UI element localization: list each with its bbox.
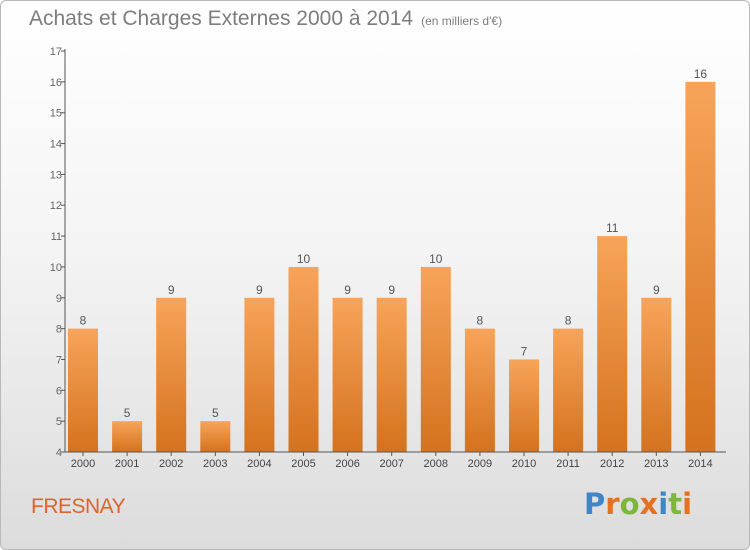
y-tick-label: 6 (56, 385, 62, 397)
y-tick-label: 14 (50, 139, 62, 151)
bar (200, 421, 231, 452)
commune-name: FRESNAY (31, 495, 126, 518)
bar-value-label: 9 (388, 283, 395, 297)
bar-value-label: 16 (694, 67, 708, 81)
bar-value-label: 5 (212, 406, 219, 420)
x-tick-label: 2011 (556, 458, 580, 470)
x-tick-label: 2010 (512, 458, 536, 470)
chart-unit: (en milliers d'€) (421, 14, 503, 28)
bar-value-label: 11 (606, 221, 619, 235)
y-tick-label: 7 (56, 354, 62, 366)
bar-value-label: 9 (653, 283, 660, 297)
x-tick-label: 2012 (600, 458, 624, 470)
y-tick-label: 4 (56, 447, 62, 459)
bar (420, 266, 451, 452)
y-tick-label: 10 (50, 262, 62, 274)
y-tick-label: 9 (56, 293, 62, 305)
bar (685, 81, 716, 452)
bar (288, 266, 319, 452)
bars: 8 5 9 5 9 10 9 9 10 8 7 8 11 9 16 (68, 67, 716, 452)
x-tick-label: 2000 (71, 458, 95, 470)
bar-value-label: 9 (344, 283, 351, 297)
chart-title-text: Achats et Charges Externes 2000 à 2014 (29, 7, 414, 30)
y-tick-label: 17 (50, 46, 62, 58)
x-tick-label: 2004 (247, 458, 271, 470)
bar (156, 297, 187, 452)
bar-value-label: 8 (80, 314, 87, 328)
x-tick-label: 2009 (468, 458, 492, 470)
bar-value-label: 7 (521, 344, 528, 358)
bar (112, 421, 143, 452)
x-axis: 2000 2001 2002 2003 2004 2005 2006 2007 2008 2009… (65, 451, 726, 470)
bar (464, 328, 495, 452)
y-tick-label: 5 (56, 416, 62, 428)
proxiti-logo: Proxiti (584, 487, 693, 521)
y-tick-label: 16 (50, 77, 62, 89)
bar (641, 297, 672, 452)
y-tick-label: 13 (50, 169, 62, 181)
bar (597, 236, 628, 452)
y-tick-label: 8 (56, 324, 62, 336)
bar (509, 359, 539, 452)
x-tick-label: 2001 (115, 458, 139, 470)
bar-value-label: 8 (477, 314, 484, 328)
x-tick-label: 2006 (335, 458, 359, 470)
bar-value-label: 9 (168, 283, 175, 297)
bar-value-label: 8 (565, 314, 572, 328)
x-tick-label: 2008 (424, 458, 448, 470)
x-tick-label: 2007 (379, 458, 403, 470)
chart-title: Achats et Charges Externes 2000 à 2014 (e… (29, 7, 502, 31)
bar (376, 297, 407, 452)
x-tick-label: 2005 (291, 458, 315, 470)
bar (553, 328, 584, 452)
y-tick-label: 15 (50, 108, 62, 120)
bar-value-label: 10 (297, 252, 311, 266)
bar (332, 297, 363, 452)
bar (68, 328, 98, 452)
y-axis: 4 5 6 7 8 9 10 11 12 13 14 15 16 17 (50, 46, 66, 459)
bar-value-label: 10 (429, 252, 443, 266)
x-tick-label: 2013 (644, 458, 668, 470)
y-tick-label: 11 (51, 231, 62, 243)
x-tick-label: 2014 (688, 458, 712, 470)
bar-value-label: 5 (124, 406, 131, 420)
x-tick-label: 2002 (159, 458, 183, 470)
bar-value-label: 9 (256, 283, 263, 297)
bar (244, 297, 275, 452)
x-tick-label: 2003 (203, 458, 227, 470)
y-tick-label: 12 (50, 200, 62, 212)
